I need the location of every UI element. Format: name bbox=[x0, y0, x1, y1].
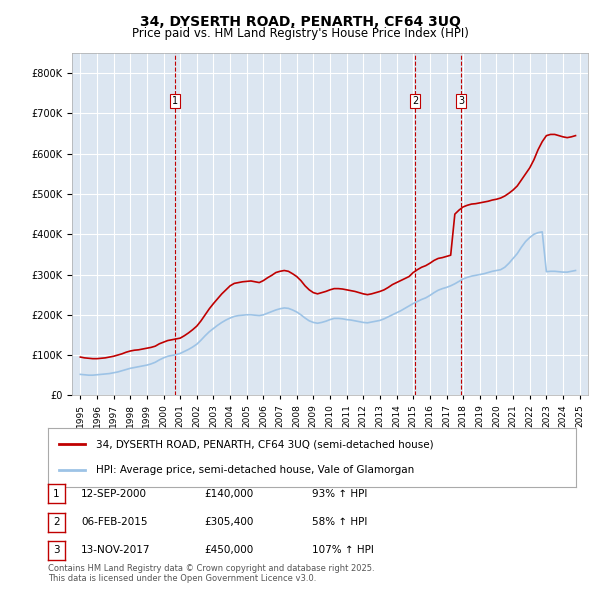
Text: £305,400: £305,400 bbox=[204, 517, 253, 527]
Text: Price paid vs. HM Land Registry's House Price Index (HPI): Price paid vs. HM Land Registry's House … bbox=[131, 27, 469, 40]
Text: 2: 2 bbox=[412, 96, 418, 106]
Text: 1: 1 bbox=[53, 489, 60, 499]
Text: 12-SEP-2000: 12-SEP-2000 bbox=[81, 489, 147, 499]
Text: 34, DYSERTH ROAD, PENARTH, CF64 3UQ (semi-detached house): 34, DYSERTH ROAD, PENARTH, CF64 3UQ (sem… bbox=[95, 440, 433, 449]
Text: £140,000: £140,000 bbox=[204, 489, 253, 499]
Text: £450,000: £450,000 bbox=[204, 546, 253, 555]
Text: 3: 3 bbox=[53, 546, 60, 555]
Text: HPI: Average price, semi-detached house, Vale of Glamorgan: HPI: Average price, semi-detached house,… bbox=[95, 466, 414, 475]
Text: 93% ↑ HPI: 93% ↑ HPI bbox=[312, 489, 367, 499]
Text: 58% ↑ HPI: 58% ↑ HPI bbox=[312, 517, 367, 527]
Text: 13-NOV-2017: 13-NOV-2017 bbox=[81, 546, 151, 555]
Text: 34, DYSERTH ROAD, PENARTH, CF64 3UQ: 34, DYSERTH ROAD, PENARTH, CF64 3UQ bbox=[140, 15, 460, 29]
Text: 107% ↑ HPI: 107% ↑ HPI bbox=[312, 546, 374, 555]
Text: 06-FEB-2015: 06-FEB-2015 bbox=[81, 517, 148, 527]
Text: 1: 1 bbox=[172, 96, 178, 106]
Text: Contains HM Land Registry data © Crown copyright and database right 2025.
This d: Contains HM Land Registry data © Crown c… bbox=[48, 563, 374, 583]
Text: 3: 3 bbox=[458, 96, 464, 106]
Text: 2: 2 bbox=[53, 517, 60, 527]
